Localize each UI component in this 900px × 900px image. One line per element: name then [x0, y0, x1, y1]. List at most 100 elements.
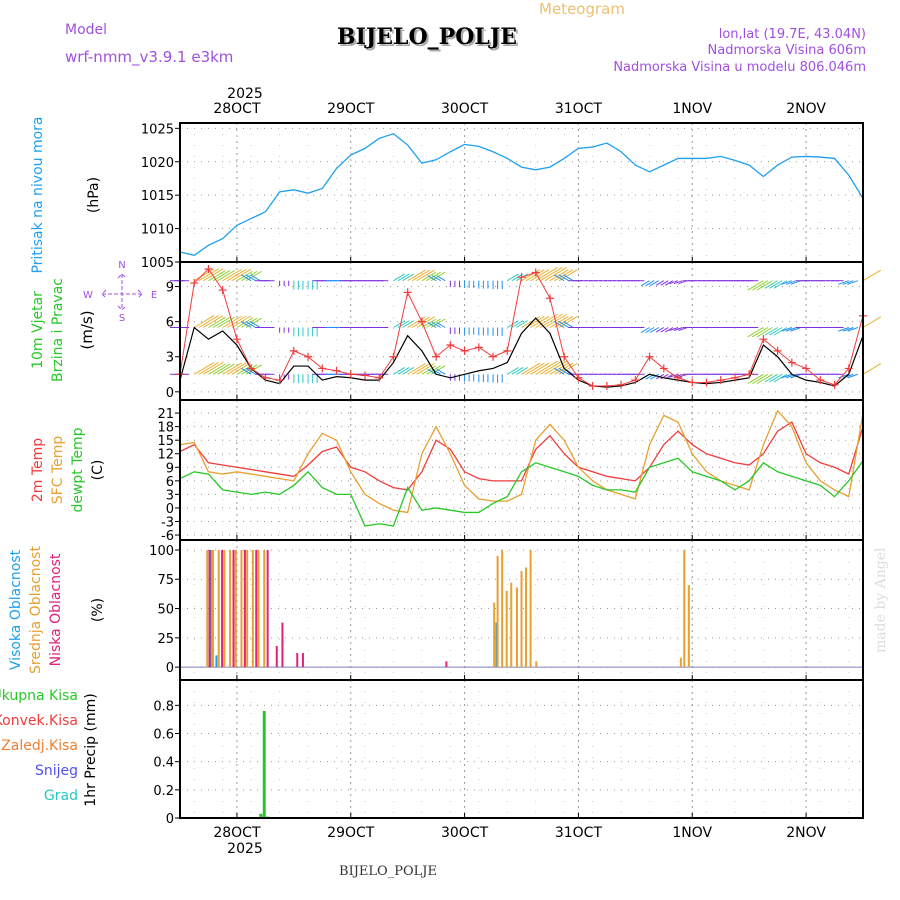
- wind-arrow: [756, 327, 773, 338]
- wind-arrow: [236, 317, 253, 328]
- wind-speed-line: [179, 317, 864, 388]
- pressure-unit: (hPa): [86, 177, 102, 213]
- wind-arrow: [217, 270, 235, 282]
- wind-arrow: [540, 267, 563, 282]
- wind-arrow: [847, 280, 859, 285]
- gust-marker: [247, 364, 256, 373]
- wind-arrow: [407, 316, 426, 328]
- wind-arrow: [208, 316, 226, 328]
- gust-marker: [360, 371, 369, 380]
- compass-s: S: [119, 313, 125, 324]
- wind-arrow: [431, 321, 441, 328]
- wind-arrow: [250, 274, 261, 282]
- wind-arrow: [427, 275, 437, 282]
- wind-arrow: [645, 327, 655, 334]
- gust-marker: [190, 279, 199, 288]
- wind-arrow: [558, 316, 578, 328]
- date-label-top: 1NOV: [672, 101, 712, 117]
- wind-arrow: [530, 269, 550, 282]
- date-label-top: 2NOV: [786, 101, 826, 117]
- wind-arrow: [838, 373, 849, 379]
- footer-station: BIJELO_POLJE: [339, 864, 437, 879]
- panel-4: 0 0.2 0.4 0.6 0.8: [153, 680, 863, 827]
- precip-legend-0: Ukupna Kisa: [0, 688, 78, 704]
- wind-arrow: [507, 273, 519, 282]
- y-tick-label: 6: [166, 316, 174, 331]
- high-cloud-title: Visoka Oblacnost: [8, 549, 24, 670]
- gust-marker: [432, 352, 441, 361]
- y-tick-label: 9: [166, 281, 174, 296]
- panel-frame: [179, 679, 864, 819]
- wind-arrow: [530, 362, 550, 375]
- wind-arrow: [773, 373, 787, 383]
- gust-marker: [304, 352, 313, 361]
- gust-marker: [403, 288, 412, 297]
- gust-marker: [844, 364, 853, 373]
- wind-arrow: [222, 362, 242, 375]
- y-tick-label: 12: [157, 448, 174, 463]
- wind-arrow: [558, 321, 569, 328]
- station-title-shadow: BIJELO_POLJE: [339, 26, 519, 52]
- wind-arrow: [393, 367, 406, 375]
- wind-arrow: [193, 315, 215, 328]
- gust-marker: [531, 268, 540, 277]
- dewpoint-line: [179, 457, 864, 527]
- y-tick-label: 6: [166, 475, 174, 490]
- wind-arrow: [838, 280, 849, 285]
- wind-arrow: [436, 368, 446, 375]
- mid-cloud-title: Srednja Oblacnost: [28, 546, 44, 674]
- gust-marker: [318, 364, 327, 373]
- wind-arrow: [747, 327, 764, 338]
- wind-arrow: [781, 373, 793, 379]
- wind-arrow: [226, 362, 247, 375]
- panel-0: 1005 1010 1015 1020 1025: [141, 122, 864, 271]
- wind-arrow: [790, 327, 802, 332]
- dew-title: dewpt Temp: [70, 427, 86, 512]
- wind-arrow: [645, 280, 655, 287]
- y-tick-label: 0.2: [153, 784, 174, 799]
- y-tick-label: 0: [166, 386, 174, 401]
- model-elevation: Nadmorska Visina u modelu 806.046m: [613, 60, 866, 75]
- gust-marker: [489, 352, 498, 361]
- wind-arrow: [402, 273, 415, 282]
- gust-marker: [332, 366, 341, 375]
- wind-arrow: [558, 362, 578, 375]
- wind-arrow: [245, 274, 256, 282]
- date-label-bottom: 30OCT: [441, 825, 489, 841]
- pressure-title: Pritisak na nivou mora: [30, 116, 46, 273]
- gust-marker: [574, 373, 583, 382]
- y-tick-label: 0.8: [153, 699, 174, 714]
- wind-arrow: [402, 320, 415, 328]
- station-title: BIJELO_POLJE: [337, 24, 517, 50]
- y-tick-label: 15: [157, 434, 174, 449]
- y-tick-label: 18: [157, 421, 174, 436]
- date-label-bottom: 1NOV: [672, 825, 712, 841]
- lonlat: lon,lat (19.7E, 43.04N): [719, 27, 866, 42]
- wind-unit: (m/s): [78, 310, 96, 349]
- gust-marker: [446, 341, 455, 350]
- wind-arrow: [397, 273, 410, 282]
- gust-marker: [232, 335, 241, 344]
- panel-1: 0 3 6 9: [166, 262, 882, 401]
- gust-marker: [275, 376, 284, 385]
- gust-marker: [204, 265, 213, 274]
- wind-arrow: [781, 327, 793, 332]
- gust-marker: [688, 378, 697, 387]
- model-label: Model: [65, 22, 107, 38]
- wind-arrow: [563, 321, 574, 328]
- wind-arrow: [416, 269, 435, 282]
- wind-arrow: [655, 280, 665, 286]
- wind-arrow: [773, 327, 787, 336]
- y-tick-label: 1020: [141, 156, 174, 171]
- date-label-top: 28OCT: [213, 101, 261, 117]
- t2m-title: 2m Temp: [30, 438, 46, 502]
- wind-arrow: [427, 368, 437, 375]
- wind-arrow: [507, 367, 519, 375]
- panel-frame: [179, 399, 864, 541]
- t2m-line: [179, 421, 864, 491]
- wind-arrow: [250, 321, 261, 328]
- y-tick-label: 0.4: [153, 756, 174, 771]
- wind-arrow: [665, 280, 674, 286]
- precip-legend-2: Zaledj.Kisa: [1, 738, 78, 754]
- date-label-bottom: 31OCT: [555, 825, 603, 841]
